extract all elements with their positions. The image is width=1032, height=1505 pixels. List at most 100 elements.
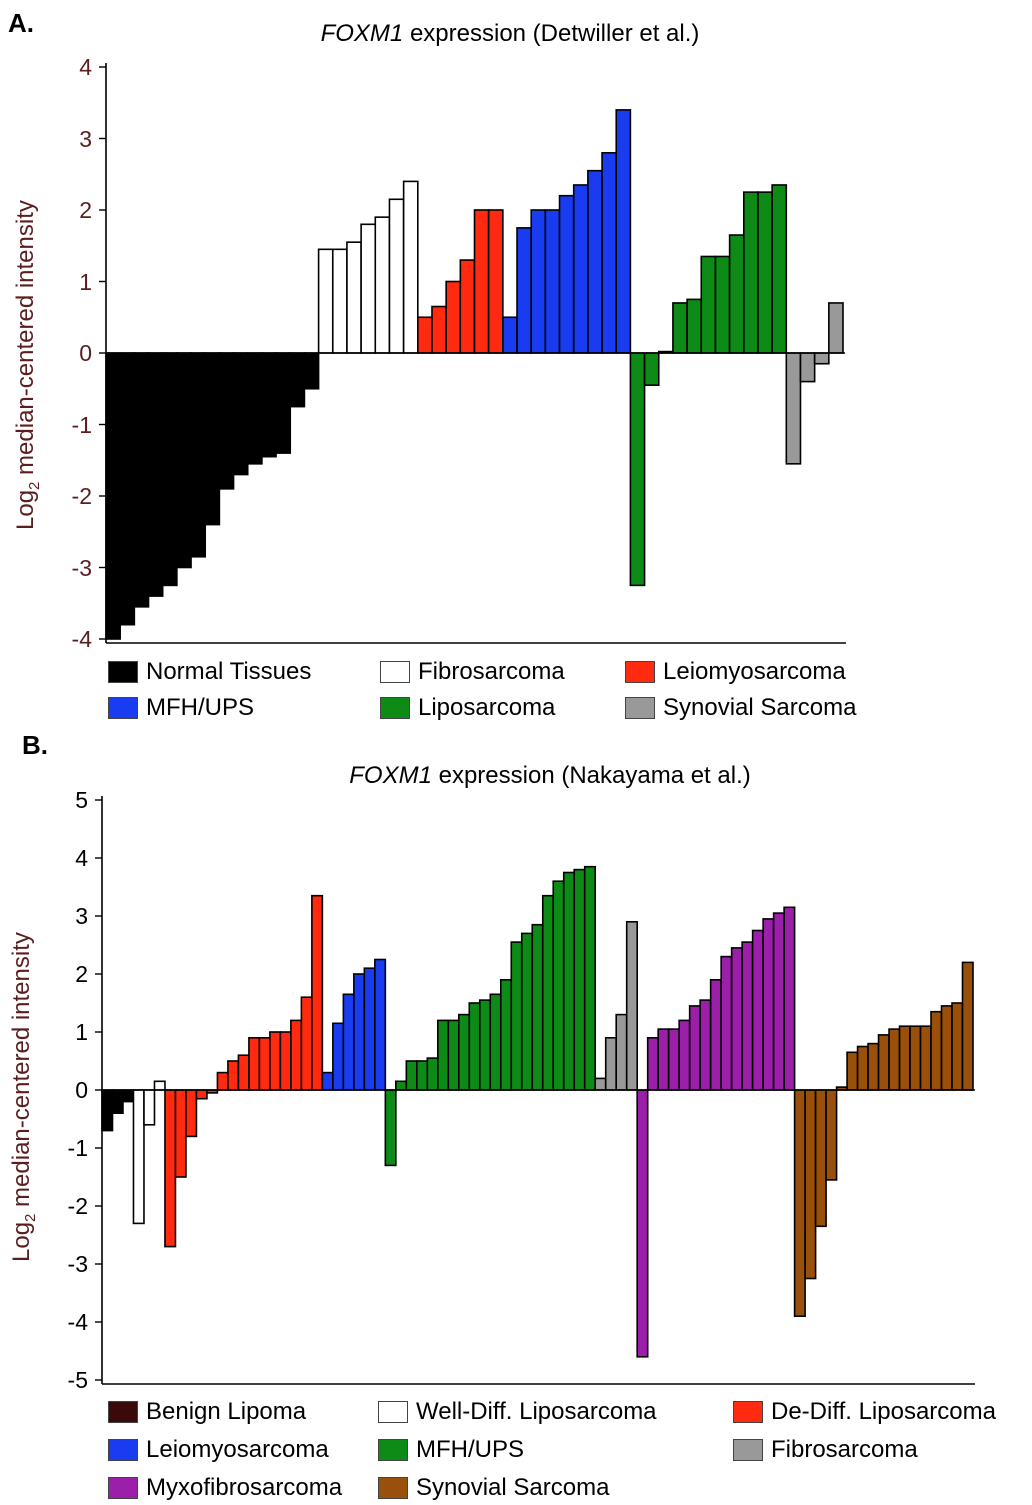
- y-tick-label: -3: [71, 554, 92, 581]
- bar-mfh-ups-8: [457, 1013, 471, 1091]
- panel-a-letter: A.: [8, 8, 34, 38]
- legend-label: Fibrosarcoma: [771, 1436, 918, 1463]
- bar-de-diff-liposarcoma-1: [164, 1089, 177, 1248]
- bar-mfh-ups-11: [489, 993, 502, 1091]
- bar-de-diff-liposarcoma-9: [248, 1037, 261, 1091]
- legend-swatch: [380, 661, 410, 683]
- y-tick-label: 5: [75, 787, 88, 813]
- legend-swatch: [108, 1477, 138, 1499]
- bar-synovial-sarcoma-10: [888, 1028, 901, 1091]
- y-tick-label: 3: [79, 125, 92, 152]
- legend-item-myxofibrosarcoma: Myxofibrosarcoma: [108, 1474, 342, 1502]
- legend-label: Synovial Sarcoma: [663, 694, 857, 721]
- legend-item-benign-lipoma: Benign Lipoma: [108, 1398, 306, 1426]
- bar-synovial-sarcoma-7: [856, 1045, 869, 1091]
- bar-benign-lipoma-1: [101, 1089, 114, 1132]
- bar-fibrosarcoma-4: [625, 920, 638, 1091]
- bar-myxofibrosarcoma-12: [751, 929, 764, 1091]
- legend-swatch: [378, 1401, 408, 1423]
- bar-myxofibrosarcoma-1: [636, 1089, 649, 1358]
- y-tick-label: -2: [71, 483, 92, 509]
- bar-leiomyosarcoma-6: [374, 958, 387, 1091]
- legend-swatch: [625, 697, 655, 719]
- bar-myxofibrosarcoma-5: [678, 1019, 691, 1091]
- y-tick-label: -5: [67, 1367, 88, 1393]
- legend-label: Well-Diff. Liposarcoma: [416, 1398, 657, 1425]
- bar-de-diff-liposarcoma-4: [195, 1089, 208, 1100]
- bar-mfh-ups-3: [405, 1060, 418, 1091]
- legend-swatch: [378, 1439, 408, 1461]
- bar-de-diff-liposarcoma-3: [185, 1089, 198, 1138]
- legend-item-synovial-sarcoma: Synovial Sarcoma: [625, 694, 856, 722]
- bar-de-diff-liposarcoma-12: [279, 1031, 292, 1091]
- legend-label: Benign Lipoma: [146, 1398, 307, 1425]
- bar-de-diff-liposarcoma-11: [269, 1031, 282, 1091]
- bar-mfh-ups-14: [520, 932, 534, 1091]
- bar-synovial-sarcoma-12: [909, 1025, 922, 1091]
- y-tick-label: -4: [71, 626, 92, 652]
- bar-benign-lipoma-2: [111, 1089, 124, 1115]
- bar-leiomyosarcoma-3: [342, 993, 355, 1091]
- y-tick-label: 0: [79, 340, 92, 366]
- bar-synovial-sarcoma-11: [898, 1025, 911, 1091]
- bar-synovial-sarcoma-9: [877, 1034, 890, 1091]
- bar-myxofibrosarcoma-2: [646, 1037, 659, 1091]
- legend-item-leiomyosarcoma: Leiomyosarcoma: [108, 1436, 329, 1464]
- legend-swatch: [108, 1439, 138, 1461]
- bar-synovial-sarcoma-4: [825, 1089, 838, 1181]
- bar-myxofibrosarcoma-8: [709, 978, 722, 1091]
- legend-swatch: [108, 661, 138, 683]
- bar-mfh-ups-15: [531, 923, 544, 1091]
- y-tick-label: 0: [75, 1077, 88, 1103]
- legend-item-synovial-sarcoma: Synovial Sarcoma: [378, 1474, 609, 1502]
- bar-de-diff-liposarcoma-8: [237, 1054, 250, 1091]
- bar-synovial-sarcoma-6: [846, 1051, 859, 1091]
- y-tick-label: 2: [79, 197, 92, 223]
- bar-mfh-ups-10: [478, 999, 492, 1091]
- bar-synovial-sarcoma-17: [961, 961, 974, 1091]
- bar-de-diff-liposarcoma-7: [227, 1060, 240, 1091]
- legend-swatch: [625, 661, 655, 683]
- bar-mfh-ups-12: [499, 978, 513, 1091]
- legend-item-well-diff-liposarcoma: Well-Diff. Liposarcoma: [378, 1398, 657, 1426]
- panel-a-title-rest: expression (Detwiller et al.): [403, 20, 700, 47]
- bar-synovial-sarcoma-8: [867, 1042, 880, 1091]
- bar-myxofibrosarcoma-6: [688, 1005, 701, 1091]
- legend-label: MFH/UPS: [416, 1436, 524, 1463]
- bar-mfh-ups-16: [541, 894, 555, 1091]
- legend-swatch: [378, 1477, 408, 1499]
- bar-synovial-sarcoma-15: [940, 1005, 953, 1091]
- bar-synovial-sarcoma-13: [919, 1025, 932, 1091]
- bar-mfh-ups-9: [468, 1002, 481, 1091]
- legend-swatch: [380, 697, 410, 719]
- bar-myxofibrosarcoma-3: [657, 1028, 670, 1091]
- legend-swatch: [108, 697, 138, 719]
- bar-synovial-sarcoma-14: [930, 1010, 943, 1091]
- bar-myxofibrosarcoma-4: [667, 1028, 680, 1091]
- legend-item-normal-tissues: Normal Tissues: [108, 658, 311, 686]
- bar-mfh-ups-20: [583, 865, 597, 1091]
- legend-swatch: [733, 1439, 763, 1461]
- y-tick-label: 1: [79, 268, 92, 295]
- legend-label: Fibrosarcoma: [418, 658, 565, 685]
- bar-de-diff-liposarcoma-6: [216, 1071, 229, 1091]
- legend-swatch: [733, 1401, 763, 1423]
- y-tick-label: 4: [75, 845, 88, 871]
- bar-de-diff-liposarcoma-2: [174, 1089, 187, 1178]
- bar-myxofibrosarcoma-13: [762, 918, 775, 1091]
- bar-myxofibrosarcoma-10: [730, 947, 743, 1091]
- bar-synovial-sarcoma-16: [951, 1002, 964, 1091]
- legend-item-leiomyosarcoma: Leiomyosarcoma: [625, 658, 846, 686]
- y-tick-label: 4: [79, 54, 92, 80]
- bar-myxofibrosarcoma-11: [741, 941, 754, 1091]
- bar-mfh-ups-18: [562, 871, 576, 1091]
- bar-de-diff-liposarcoma-15: [311, 894, 324, 1091]
- bar-well-diff-liposarcoma-3: [153, 1080, 166, 1091]
- panel-a-title: FOXM1 expression (Detwiller et al.): [250, 20, 770, 48]
- y-tick-label: -2: [67, 1193, 88, 1219]
- bar-fibrosarcoma-3: [615, 1013, 628, 1091]
- legend-label: MFH/UPS: [146, 694, 254, 721]
- y-tick-label: -3: [67, 1251, 88, 1277]
- bar-leiomyosarcoma-2: [332, 1022, 345, 1091]
- bar-mfh-ups-13: [510, 941, 523, 1091]
